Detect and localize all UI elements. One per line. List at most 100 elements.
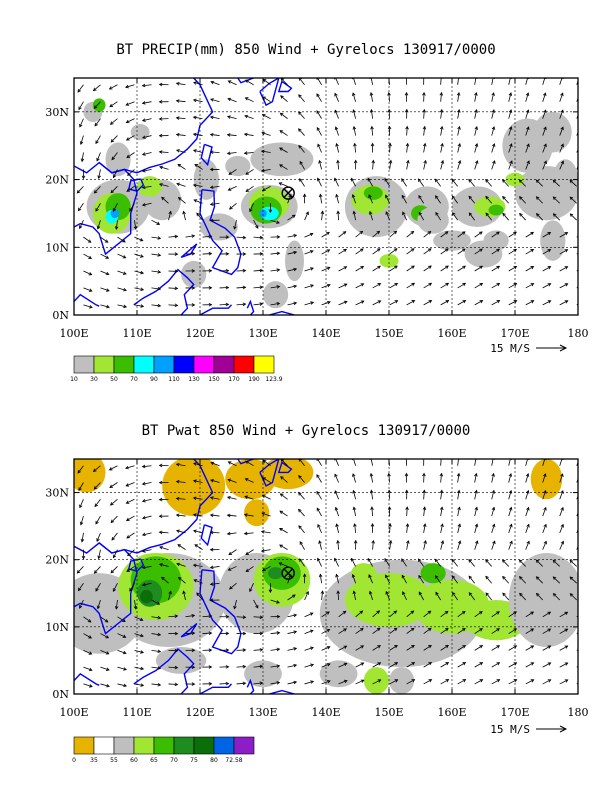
wind-arrow-head bbox=[402, 591, 406, 595]
wind-arrow-head bbox=[276, 681, 281, 685]
wind-arrow bbox=[126, 515, 135, 521]
wind-arrow bbox=[317, 524, 322, 534]
wind-arrow-head bbox=[496, 628, 500, 632]
wind-arrow bbox=[244, 133, 254, 136]
wind-arrow bbox=[304, 233, 313, 238]
wind-arrow bbox=[457, 92, 460, 102]
wind-arrow bbox=[423, 126, 426, 136]
wind-arrow-head bbox=[513, 628, 518, 632]
colorbar-swatch bbox=[113, 355, 135, 374]
wind-arrow-head bbox=[279, 147, 283, 151]
wind-arrow bbox=[502, 576, 509, 584]
wind-arrow bbox=[352, 109, 356, 119]
wind-arrow bbox=[168, 304, 178, 306]
wind-arrow bbox=[423, 523, 426, 533]
wind-arrow bbox=[196, 592, 203, 601]
wind-arrow bbox=[468, 212, 476, 221]
wind-arrow bbox=[418, 212, 424, 221]
wind-arrow bbox=[83, 666, 93, 671]
wind-arrow bbox=[317, 558, 322, 567]
wind-arrow bbox=[542, 109, 547, 119]
wind-arrow-head bbox=[525, 92, 530, 97]
wind-arrow bbox=[559, 161, 564, 170]
wind-arrow-head bbox=[125, 517, 130, 521]
wind-arrow-head bbox=[569, 196, 574, 201]
wind-arrow-head bbox=[305, 211, 309, 215]
wind-arrow-head bbox=[95, 140, 99, 145]
wind-arrow bbox=[423, 248, 432, 255]
wind-arrow bbox=[525, 266, 534, 272]
wind-arrow-head bbox=[260, 168, 265, 173]
wind-arrow bbox=[491, 283, 500, 289]
coastline bbox=[277, 461, 293, 474]
wind-arrow bbox=[389, 248, 398, 255]
wind-arrow-head bbox=[352, 489, 356, 494]
wind-arrow-head bbox=[513, 300, 518, 304]
wind-arrow bbox=[576, 528, 578, 534]
wind-arrow bbox=[176, 530, 186, 534]
wind-arrow-head bbox=[343, 300, 348, 305]
wind-arrow-head bbox=[174, 286, 179, 291]
wind-arrow-head bbox=[404, 108, 409, 113]
wind-arrow-head bbox=[423, 159, 427, 164]
wind-arrow-head bbox=[158, 82, 163, 87]
wind-arrow bbox=[457, 300, 466, 306]
wind-arrow-head bbox=[141, 582, 146, 587]
wind-arrow bbox=[262, 477, 271, 483]
wind-arrow bbox=[440, 126, 443, 136]
wind-arrow-head bbox=[343, 662, 348, 667]
wind-arrow-head bbox=[141, 565, 146, 570]
wind-arrow bbox=[440, 265, 449, 272]
wind-arrow-head bbox=[317, 523, 321, 528]
wind-arrow-head bbox=[261, 494, 266, 498]
wind-arrow-head bbox=[317, 177, 321, 182]
wind-arrow bbox=[559, 473, 564, 483]
wind-arrow-head bbox=[141, 152, 146, 156]
y-tick-label: 20N bbox=[45, 174, 69, 187]
wind-arrow bbox=[474, 524, 478, 533]
wind-arrow bbox=[440, 160, 444, 170]
wind-arrow bbox=[100, 304, 110, 308]
wind-arrow bbox=[559, 78, 563, 85]
wind-arrow-head bbox=[564, 232, 569, 236]
wind-arrow-head bbox=[93, 105, 98, 109]
wind-arrow-head bbox=[352, 125, 357, 130]
wind-arrow-head bbox=[157, 303, 162, 308]
wind-arrow-head bbox=[196, 212, 200, 217]
wind-arrow-head bbox=[385, 194, 389, 199]
y-tick-label: 0N bbox=[52, 688, 69, 701]
wind-arrow-head bbox=[353, 159, 358, 164]
wind-arrow bbox=[83, 633, 92, 639]
wind-arrow bbox=[83, 304, 93, 308]
wind-arrow bbox=[406, 248, 415, 255]
wind-arrow bbox=[110, 135, 118, 143]
wind-arrow-head bbox=[552, 559, 557, 564]
wind-arrow-head bbox=[377, 679, 382, 683]
wind-arrow-head bbox=[177, 576, 182, 581]
colorbar-label: 190 bbox=[248, 376, 260, 383]
wind-arrow-head bbox=[376, 627, 381, 632]
wind-arrow bbox=[423, 300, 432, 306]
wind-arrow-head bbox=[560, 143, 564, 148]
wind-arrow bbox=[440, 473, 442, 483]
wind-arrow-head bbox=[439, 489, 444, 494]
wind-arrow-head bbox=[193, 579, 198, 583]
wind-arrow bbox=[134, 270, 144, 274]
wind-arrow-head bbox=[259, 302, 264, 306]
wind-arrow-head bbox=[279, 544, 283, 548]
wind-arrow bbox=[298, 475, 305, 483]
wind-arrow-head bbox=[352, 590, 357, 595]
wind-arrow bbox=[151, 287, 161, 290]
wind-arrow bbox=[304, 591, 309, 601]
wind-arrow bbox=[457, 679, 466, 685]
wind-arrow-head bbox=[192, 115, 197, 120]
wind-arrow bbox=[372, 679, 381, 685]
wind-arrow bbox=[142, 566, 152, 569]
wind-arrow-head bbox=[278, 562, 283, 566]
wind-arrow bbox=[370, 92, 374, 102]
wind-arrow bbox=[552, 559, 561, 567]
wind-arrow-head bbox=[175, 529, 180, 533]
wind-arrow-head bbox=[370, 506, 374, 511]
wind-arrow bbox=[525, 473, 529, 483]
coastline bbox=[127, 178, 145, 192]
